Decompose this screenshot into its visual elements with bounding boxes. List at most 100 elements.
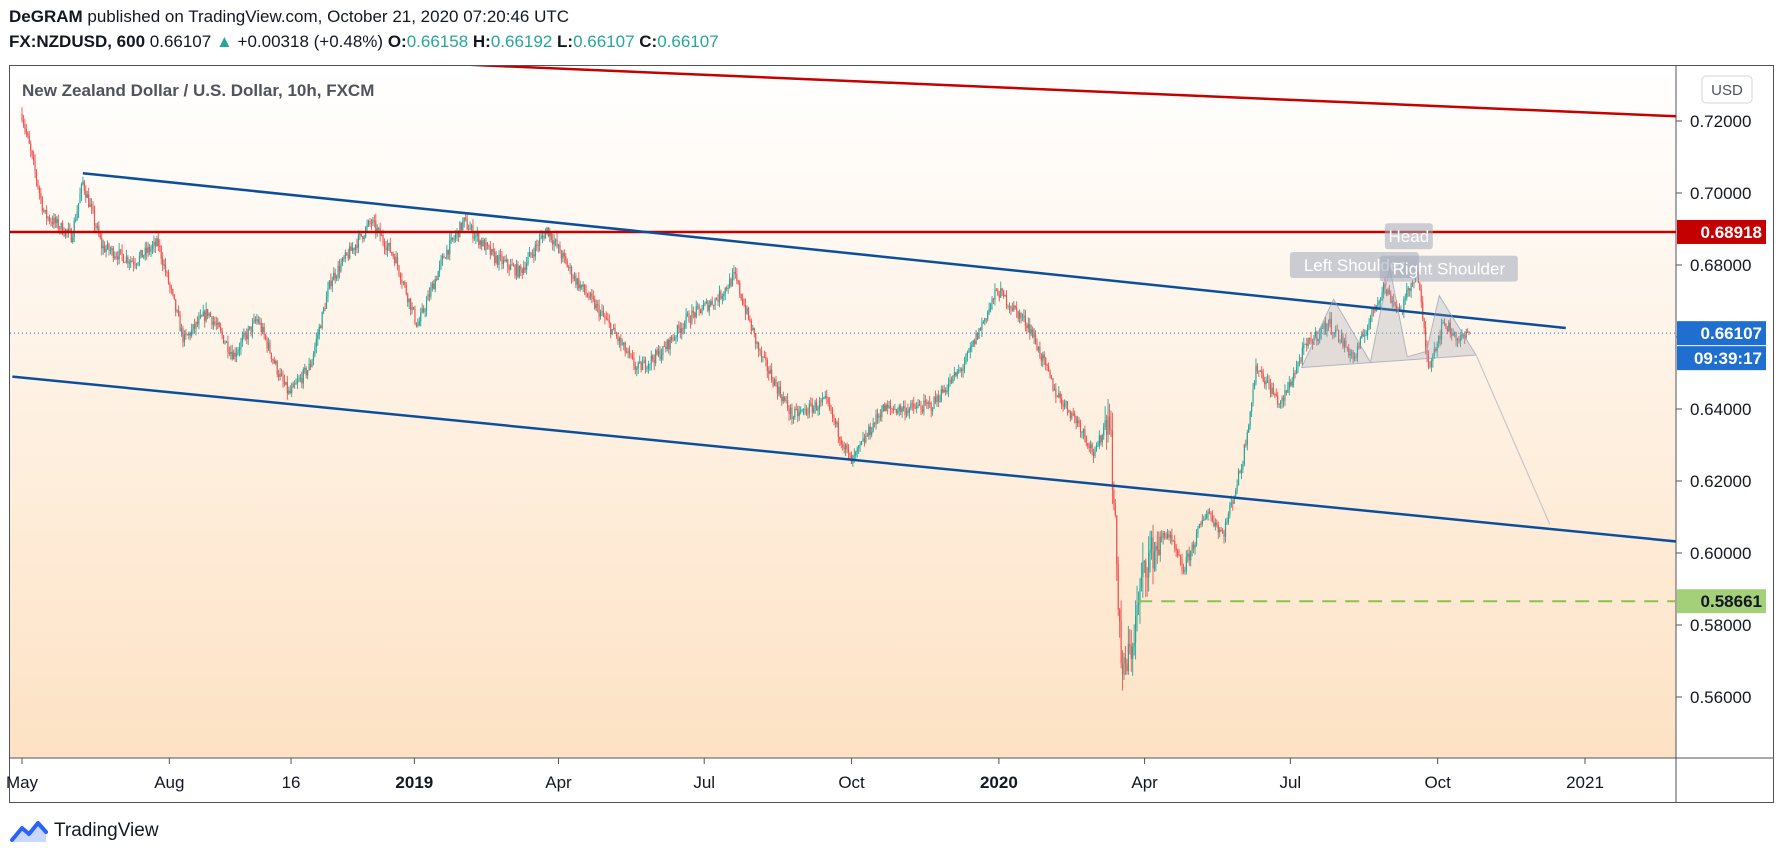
candle-body <box>425 300 428 311</box>
candle-body <box>534 244 536 257</box>
candle-body <box>1461 334 1463 339</box>
candle-body <box>1148 553 1150 578</box>
candle-body <box>386 245 388 251</box>
candle-body <box>778 386 780 394</box>
channel-lower-trendline[interactable] <box>12 375 1702 544</box>
time-tick-label: Apr <box>545 773 572 792</box>
candle-body <box>424 310 426 312</box>
candle-body <box>610 323 612 335</box>
candle-body <box>759 350 761 352</box>
candle-body <box>801 410 803 411</box>
candle-body <box>482 240 484 246</box>
candle-body <box>868 426 870 436</box>
candle-body <box>731 273 734 286</box>
currency-button[interactable]: USD <box>1701 75 1753 104</box>
candle-body <box>1158 549 1160 556</box>
candle-body <box>1338 329 1340 342</box>
candle-body <box>1016 307 1018 311</box>
candle-body <box>76 211 78 221</box>
candle-body <box>62 223 64 235</box>
candle-body <box>492 248 494 252</box>
candle-body <box>623 342 625 345</box>
candle-body <box>1343 340 1345 347</box>
candle-body <box>452 237 454 240</box>
candle-body <box>1409 288 1411 291</box>
candle-body <box>733 271 735 274</box>
candle-body <box>976 333 979 339</box>
candle-body <box>157 238 159 247</box>
candle-body <box>750 320 752 331</box>
channel-upper-trendline[interactable] <box>82 171 1566 330</box>
footer-brand[interactable]: TradingView <box>54 820 159 841</box>
candle-body <box>904 406 906 415</box>
candle-body <box>488 245 490 247</box>
candle-body <box>714 298 716 306</box>
candle-body <box>1336 329 1338 331</box>
candle-body <box>446 249 448 259</box>
candle-body <box>882 404 884 412</box>
candle-body <box>273 359 275 364</box>
author-name[interactable]: DeGRAM <box>9 7 83 26</box>
candle-body <box>57 218 59 229</box>
candle-body <box>869 426 871 435</box>
candle-body <box>34 160 36 172</box>
candle-body <box>267 342 270 349</box>
time-axis[interactable]: May Aug 16 2019 Apr Jul Oct 2020 Apr Jul Oct 2021 <box>6 758 1604 792</box>
candle-body <box>856 448 858 452</box>
candle-body <box>1240 469 1243 473</box>
candle-body <box>104 245 106 252</box>
candle-body <box>1085 436 1087 444</box>
candle-body <box>599 311 602 317</box>
candle-body <box>437 271 439 280</box>
candle-body <box>175 299 177 312</box>
candle-body <box>653 359 655 364</box>
candle-body <box>1197 528 1199 534</box>
candle-body <box>650 355 652 364</box>
candle-body <box>1024 315 1026 326</box>
candle-body <box>269 342 271 353</box>
candle-body <box>1243 444 1245 465</box>
candle-body <box>1053 388 1055 391</box>
candle-body <box>1235 490 1237 496</box>
candle-body <box>1153 551 1156 569</box>
candle-body <box>443 255 445 258</box>
price-axis[interactable]: 0.720000.700000.680000.660000.640000.620… <box>1676 112 1751 707</box>
candle-body <box>649 363 651 365</box>
candle-body <box>1194 544 1196 549</box>
candle-body <box>1204 518 1206 521</box>
candle-body <box>462 221 464 230</box>
symbol[interactable]: FX:NZDUSD, 600 <box>9 32 146 51</box>
candle-body <box>1425 327 1427 348</box>
time-tick-label: 2021 <box>1566 773 1604 792</box>
candle-body <box>417 325 419 327</box>
candle-body <box>75 220 77 222</box>
candle-body <box>134 264 136 266</box>
candle-body <box>692 310 694 313</box>
candle-body <box>717 299 719 303</box>
candle-body <box>871 432 873 435</box>
candle-body <box>1094 449 1096 457</box>
candle-body <box>681 328 683 333</box>
candle-body <box>469 228 471 230</box>
candle-body <box>115 256 117 258</box>
candle-body <box>562 252 564 259</box>
chart-frame <box>9 65 1774 803</box>
candle-body <box>389 243 391 253</box>
candle-body <box>481 240 483 246</box>
candle-body <box>1003 290 1005 297</box>
candle-body <box>1330 318 1332 333</box>
candle-body <box>1435 348 1437 352</box>
candle-body <box>987 312 989 320</box>
candle-body <box>1127 644 1129 671</box>
long-term-resistance-trendline[interactable] <box>353 60 1701 118</box>
candle-body <box>985 318 987 320</box>
candle-body <box>773 379 776 386</box>
candle-body <box>1355 356 1357 358</box>
pattern-shape[interactable] <box>1300 266 1477 369</box>
candle-body <box>1297 361 1299 368</box>
candle-body <box>286 381 288 394</box>
candle-body <box>447 249 449 255</box>
candle-body <box>1033 334 1035 338</box>
candle-body <box>1103 426 1105 436</box>
